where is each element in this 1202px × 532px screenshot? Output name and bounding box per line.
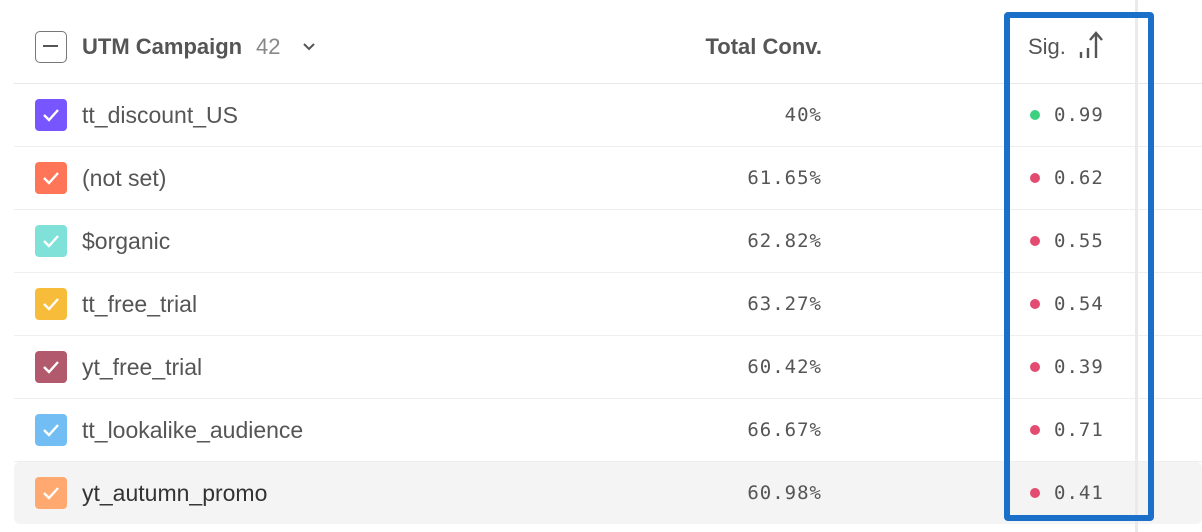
sig-header[interactable]: Sig.: [1028, 34, 1066, 59]
check-icon: [43, 109, 59, 122]
campaign-name: tt_discount_US: [82, 102, 238, 128]
campaign-name: tt_lookalike_audience: [82, 417, 304, 443]
total-conv-value: 63.27%: [747, 293, 822, 315]
sort-ascending-icon[interactable]: [1078, 30, 1104, 60]
total-conv-value: 66.67%: [747, 419, 822, 441]
row-checkbox[interactable]: [35, 414, 67, 446]
check-icon: [43, 298, 59, 311]
row-checkbox[interactable]: [35, 162, 67, 194]
check-icon: [43, 424, 59, 437]
row-checkbox[interactable]: [35, 99, 67, 131]
significance-value: 0.99: [1054, 104, 1104, 126]
significance-dot-icon: [1030, 425, 1040, 435]
table-row[interactable]: yt_autumn_promo 60.98% 0.41: [14, 462, 1202, 524]
significance-dot-icon: [1030, 362, 1040, 372]
campaign-name: tt_free_trial: [82, 291, 198, 317]
significance-value: 0.71: [1054, 419, 1104, 441]
row-checkbox[interactable]: [35, 477, 67, 509]
table-header: UTM Campaign 42 Total Conv. Sig.: [14, 0, 1202, 84]
select-all-checkbox[interactable]: [35, 31, 67, 63]
total-conv-value: 60.42%: [747, 356, 822, 378]
check-icon: [43, 235, 59, 248]
significance-dot-icon: [1030, 299, 1040, 309]
row-checkbox[interactable]: [35, 351, 67, 383]
significance-dot-icon: [1030, 173, 1040, 183]
significance-dot-icon: [1030, 236, 1040, 246]
campaign-name: yt_autumn_promo: [82, 480, 268, 506]
table-row[interactable]: (not set) 61.65% 0.62: [14, 147, 1202, 210]
table-row[interactable]: tt_lookalike_audience 66.67% 0.71: [14, 399, 1202, 462]
row-checkbox[interactable]: [35, 288, 67, 320]
dimension-label: UTM Campaign: [82, 34, 243, 59]
minus-icon: [43, 45, 58, 47]
campaign-name: (not set): [82, 165, 167, 191]
check-icon: [43, 172, 59, 185]
significance-dot-icon: [1030, 110, 1040, 120]
table-row[interactable]: $organic 62.82% 0.55: [14, 210, 1202, 273]
total-conv-value: 62.82%: [747, 230, 822, 252]
total-conv-header[interactable]: Total Conv.: [705, 34, 822, 59]
total-conv-value: 61.65%: [747, 167, 822, 189]
dimension-count: 42: [256, 34, 281, 59]
table-row[interactable]: yt_free_trial 60.42% 0.39: [14, 336, 1202, 399]
significance-value: 0.39: [1054, 356, 1104, 378]
chevron-down-icon[interactable]: [302, 42, 316, 52]
campaign-name: $organic: [82, 228, 171, 254]
campaign-name: yt_free_trial: [82, 354, 203, 380]
significance-value: 0.55: [1054, 230, 1104, 252]
significance-value: 0.62: [1054, 167, 1104, 189]
check-icon: [43, 487, 59, 500]
significance-value: 0.41: [1054, 482, 1104, 504]
row-checkbox[interactable]: [35, 225, 67, 257]
total-conv-value: 60.98%: [747, 482, 822, 504]
significance-dot-icon: [1030, 488, 1040, 498]
column-divider[interactable]: [1135, 0, 1138, 532]
table-row[interactable]: tt_discount_US 40% 0.99: [14, 84, 1202, 147]
table-row[interactable]: tt_free_trial 63.27% 0.54: [14, 273, 1202, 336]
check-icon: [43, 361, 59, 374]
significance-value: 0.54: [1054, 293, 1104, 315]
total-conv-value: 40%: [784, 104, 822, 126]
